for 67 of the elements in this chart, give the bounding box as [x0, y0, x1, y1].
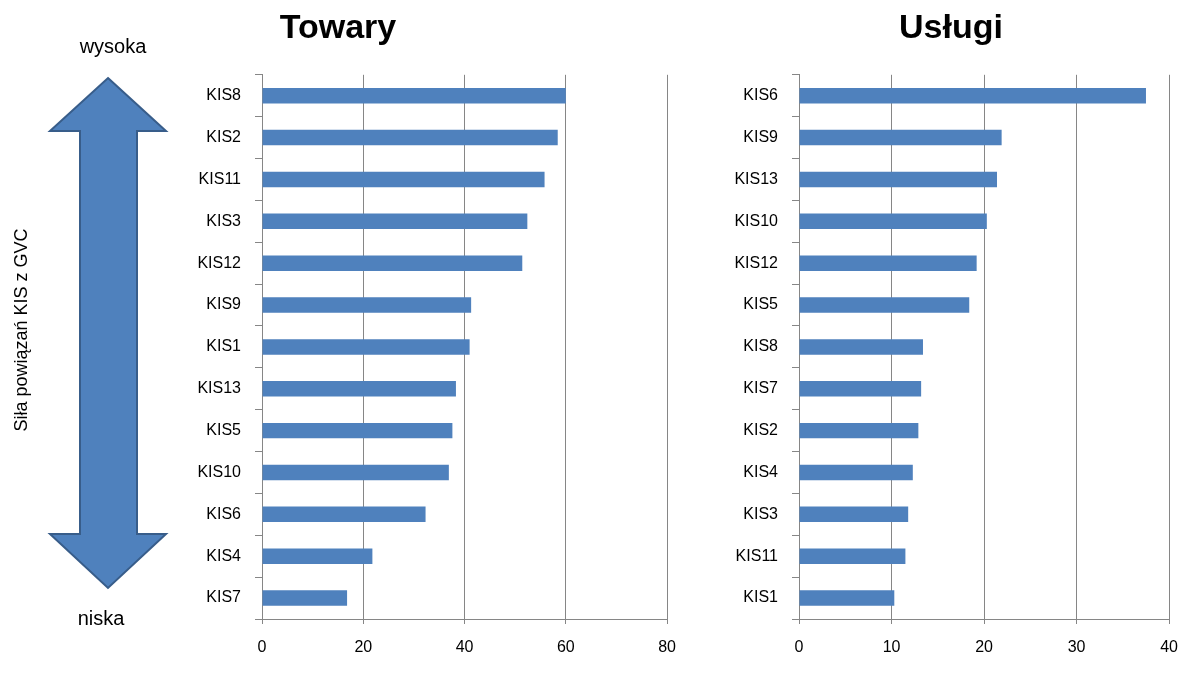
bar	[262, 255, 523, 271]
bar	[799, 171, 997, 188]
y-tick-label: KIS4	[206, 546, 242, 564]
bar	[799, 87, 1146, 104]
y-tick-label: KIS6	[206, 504, 242, 522]
y-tick-label: KIS12	[734, 253, 779, 271]
bar	[262, 87, 566, 104]
bar	[799, 422, 919, 439]
bar	[799, 255, 977, 271]
x-tick-label: 0	[794, 638, 804, 656]
y-tick-label: KIS6	[743, 86, 779, 104]
x-tick-label: 30	[1067, 638, 1086, 656]
y-tick-label: KIS2	[206, 128, 242, 145]
y-tick-label: KIS7	[206, 588, 242, 606]
y-tick-label: KIS1	[206, 337, 242, 355]
x-tick-label: 0	[257, 638, 267, 656]
bar	[262, 548, 373, 564]
bar	[262, 381, 456, 397]
bar	[262, 297, 472, 313]
y-tick-label: KIS5	[206, 421, 242, 439]
y-tick-label: KIS11	[735, 546, 779, 564]
bar	[262, 590, 348, 606]
y-tick-label: KIS3	[743, 504, 779, 522]
y-tick-label: KIS11	[198, 169, 242, 187]
text: niska	[77, 606, 125, 630]
bar	[799, 339, 923, 355]
y-tick-label: KIS5	[743, 295, 779, 313]
x-tick-label: 60	[556, 638, 575, 656]
y-axis-title: Siła powiązań KIS z GVC	[11, 228, 33, 432]
y-tick-label: KIS3	[206, 211, 242, 229]
bar	[799, 464, 913, 481]
bar	[262, 171, 545, 188]
y-tick-label: KIS2	[743, 421, 779, 439]
y-tick-label: KIS9	[206, 295, 242, 313]
y-tick-label: KIS8	[743, 337, 779, 355]
x-tick-label: 40	[1160, 638, 1179, 656]
bar	[799, 213, 987, 230]
bar	[799, 506, 909, 523]
chart-title: Towary	[279, 6, 397, 45]
text: wysoka	[79, 34, 147, 58]
y-tick-label: KIS7	[743, 379, 779, 397]
bar	[799, 297, 970, 313]
bar	[262, 213, 528, 230]
bar	[262, 422, 453, 439]
y-tick-label: KIS10	[197, 462, 242, 480]
y-tick-label: KIS1	[743, 588, 779, 606]
bar	[799, 381, 922, 397]
bar	[262, 506, 426, 523]
x-tick-label: 10	[882, 638, 901, 656]
y-tick-label: KIS4	[743, 462, 779, 480]
bar	[799, 129, 1002, 146]
x-tick-label: 80	[658, 638, 677, 656]
bar	[799, 590, 895, 606]
y-tick-label: KIS13	[197, 379, 242, 397]
bar	[262, 129, 558, 146]
y-tick-label: KIS10	[734, 211, 779, 229]
chart-title: Usługi	[899, 6, 1003, 45]
bar	[262, 464, 449, 481]
bar	[262, 339, 470, 355]
bar	[799, 548, 906, 564]
x-tick-label: 20	[354, 638, 373, 656]
y-tick-label: KIS12	[197, 253, 242, 271]
y-tick-label: KIS9	[743, 128, 779, 145]
y-tick-label: KIS13	[734, 169, 779, 187]
x-tick-label: 20	[975, 638, 994, 656]
x-tick-label: 40	[455, 638, 474, 656]
y-tick-label: KIS8	[206, 86, 242, 104]
